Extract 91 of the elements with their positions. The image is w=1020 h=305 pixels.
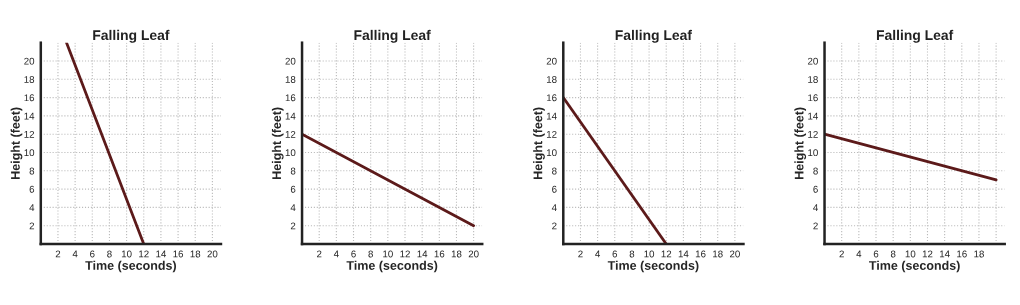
- y-tick-label: 4: [29, 204, 35, 211]
- x-tick-label: 14: [939, 250, 950, 258]
- x-axis-title: Time (seconds): [346, 260, 438, 273]
- y-tick-label: 6: [29, 185, 35, 193]
- y-axis-title: Height (feet): [533, 107, 545, 179]
- y-tick-label: 18: [546, 76, 557, 83]
- y-tick-label: 16: [24, 94, 35, 102]
- y-tick-label: 20: [285, 57, 296, 65]
- chart-title: Falling Leaf: [615, 29, 692, 43]
- y-tick-label: 10: [808, 149, 818, 157]
- y-tick-label: 4: [813, 204, 818, 211]
- y-axis-title: Height (feet): [271, 107, 284, 179]
- y-axis-title: Height (feet): [10, 107, 23, 179]
- x-tick-label: 16: [957, 250, 967, 258]
- y-tick-label: 4: [551, 204, 557, 211]
- x-tick-label: 12: [661, 250, 672, 258]
- x-tick-label: 8: [890, 250, 896, 258]
- chart-title: Falling Leaf: [876, 29, 954, 43]
- y-tick-label: 16: [285, 94, 296, 102]
- x-tick-label: 12: [922, 250, 933, 258]
- y-tick-label: 14: [808, 112, 818, 120]
- y-tick-label: 18: [285, 76, 296, 83]
- y-tick-label: 6: [813, 185, 818, 193]
- x-tick-label: 12: [139, 250, 149, 258]
- x-tick-label: 18: [974, 250, 984, 258]
- y-tick-label: 2: [552, 222, 557, 230]
- y-tick-label: 16: [808, 94, 818, 102]
- x-axis-title: Time (seconds): [869, 260, 960, 273]
- x-tick-label: 2: [316, 250, 322, 258]
- x-tick-label: 20: [729, 250, 740, 258]
- y-tick-label: 20: [807, 57, 818, 65]
- x-tick-label: 8: [368, 250, 373, 258]
- x-tick-label: 12: [400, 250, 410, 258]
- y-tick-label: 18: [24, 76, 35, 83]
- y-tick-label: 8: [29, 167, 35, 175]
- y-tick-label: 12: [285, 130, 296, 138]
- x-tick-label: 2: [578, 250, 583, 258]
- y-tick-label: 10: [24, 149, 35, 157]
- y-tick-label: 12: [808, 130, 818, 138]
- x-tick-label: 6: [90, 250, 95, 258]
- x-tick-label: 16: [695, 250, 706, 258]
- y-tick-label: 14: [546, 112, 557, 120]
- y-tick-label: 2: [290, 222, 296, 230]
- y-tick-label: 18: [808, 76, 818, 83]
- x-tick-label: 20: [468, 250, 479, 258]
- x-tick-label: 10: [644, 250, 655, 258]
- x-tick-label: 8: [107, 250, 112, 258]
- y-tick-label: 12: [546, 130, 557, 138]
- y-tick-label: 16: [546, 94, 557, 102]
- y-tick-label: 14: [24, 112, 35, 120]
- x-tick-label: 4: [333, 250, 339, 258]
- x-tick-label: 10: [121, 250, 132, 258]
- y-tick-label: 6: [290, 185, 296, 193]
- x-tick-label: 4: [595, 250, 601, 258]
- y-tick-label: 8: [813, 167, 818, 175]
- x-tick-label: 16: [173, 250, 184, 258]
- y-tick-label: 6: [552, 185, 557, 193]
- x-tick-label: 6: [612, 250, 618, 258]
- x-axis-title: Time (seconds): [607, 260, 699, 273]
- x-tick-label: 8: [629, 250, 635, 258]
- x-tick-label: 14: [417, 250, 428, 258]
- y-tick-label: 8: [552, 167, 557, 175]
- y-tick-label: 10: [546, 149, 557, 157]
- y-tick-label: 10: [285, 149, 296, 157]
- x-tick-label: 18: [190, 250, 201, 258]
- x-tick-label: 18: [713, 250, 723, 258]
- y-axis-title: Height (feet): [794, 107, 807, 179]
- y-tick-label: 20: [546, 57, 557, 65]
- x-tick-label: 14: [156, 250, 167, 258]
- chart-title: Falling Leaf: [93, 29, 170, 43]
- y-tick-label: 2: [29, 222, 35, 230]
- chart-title: Falling Leaf: [354, 29, 431, 43]
- x-axis-title: Time (seconds): [85, 260, 176, 273]
- x-tick-label: 20: [207, 250, 218, 258]
- x-tick-label: 2: [55, 250, 61, 258]
- y-tick-label: 20: [24, 57, 35, 65]
- y-tick-label: 12: [24, 130, 35, 138]
- x-tick-label: 14: [678, 250, 689, 258]
- x-tick-label: 18: [451, 250, 462, 258]
- x-tick-label: 4: [72, 250, 78, 258]
- y-tick-label: 8: [290, 167, 296, 175]
- x-tick-label: 10: [383, 250, 393, 258]
- x-tick-label: 4: [856, 250, 862, 258]
- y-tick-label: 14: [285, 112, 296, 120]
- x-tick-label: 10: [905, 250, 916, 258]
- x-tick-label: 6: [351, 250, 356, 258]
- x-tick-label: 2: [839, 250, 844, 258]
- x-tick-label: 16: [434, 250, 445, 258]
- y-tick-label: 2: [813, 222, 818, 230]
- y-tick-label: 4: [290, 204, 296, 211]
- x-tick-label: 6: [873, 250, 879, 258]
